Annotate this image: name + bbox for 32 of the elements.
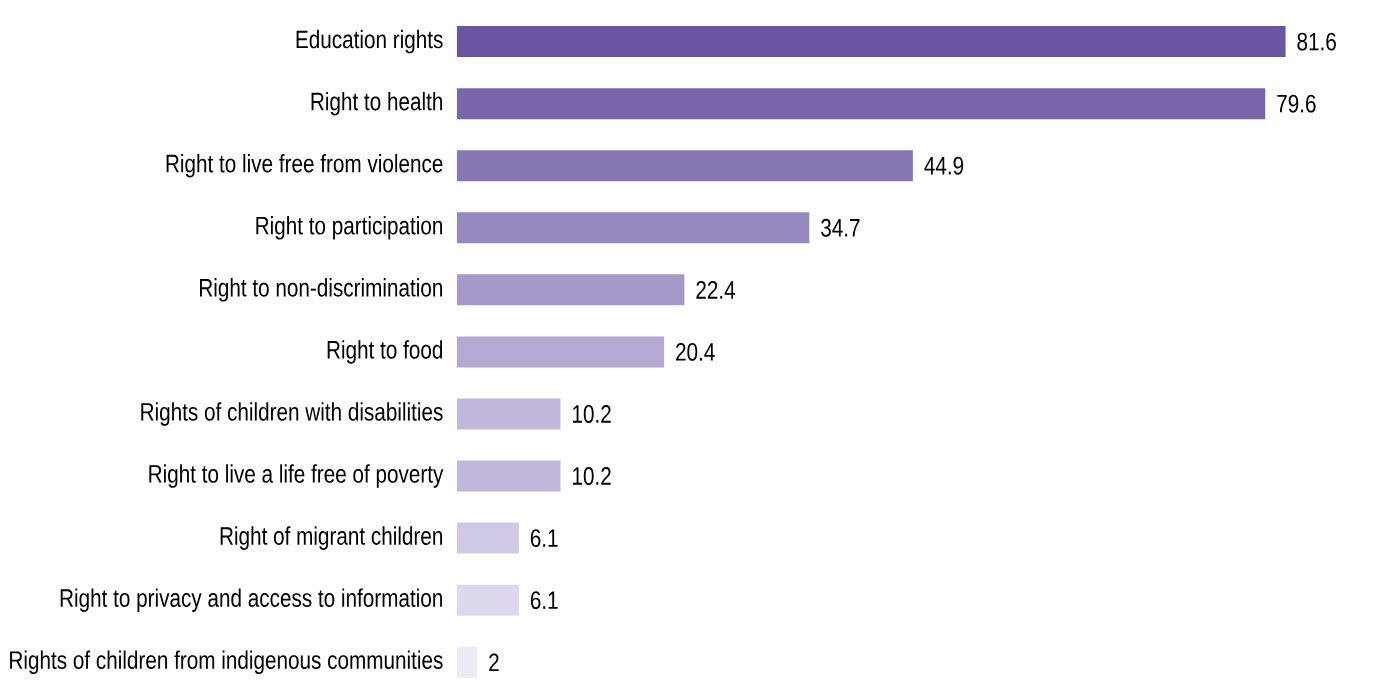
data-label: 20.4: [676, 342, 715, 361]
y-tick-label: Education rights: [296, 29, 443, 54]
bar: [456, 87, 1266, 119]
y-tick-label: Right to participation: [256, 215, 443, 240]
data-label: 6.1: [530, 591, 558, 609]
data-label: 34.7: [821, 218, 860, 237]
data-label: 79.6: [1277, 94, 1316, 113]
bar: [456, 522, 519, 554]
bar: [456, 398, 561, 430]
data-label: 22.4: [696, 280, 736, 299]
y-tick-label: Right to non-discrimination: [200, 277, 443, 302]
bar: [456, 336, 665, 368]
data-label: 81.6: [1297, 32, 1336, 51]
bar: [456, 212, 810, 244]
y-tick-label: Right to privacy and access to information: [60, 588, 442, 612]
y-tick-label: Right to health: [311, 91, 443, 116]
data-label: 2: [489, 653, 499, 671]
y-tick-label: Right to food: [327, 339, 443, 364]
y-tick-label: Rights of children from indigenous communities: [10, 650, 443, 674]
bar: [456, 150, 913, 182]
bar: [456, 584, 519, 616]
y-tick-label: Right of migrant children: [220, 526, 443, 550]
bar: [456, 460, 561, 492]
y-tick-label: Right to live free from violence: [166, 153, 443, 178]
data-label: 6.1: [530, 528, 558, 547]
y-tick-label: Right to live a life free of poverty: [149, 464, 444, 488]
data-label: 44.9: [924, 156, 964, 175]
data-label: 10.2: [573, 466, 611, 485]
y-tick-label: Rights of children with disabilities: [141, 402, 443, 426]
bar: [456, 274, 685, 306]
data-label: 10.2: [573, 404, 611, 423]
bar: [456, 25, 1286, 57]
